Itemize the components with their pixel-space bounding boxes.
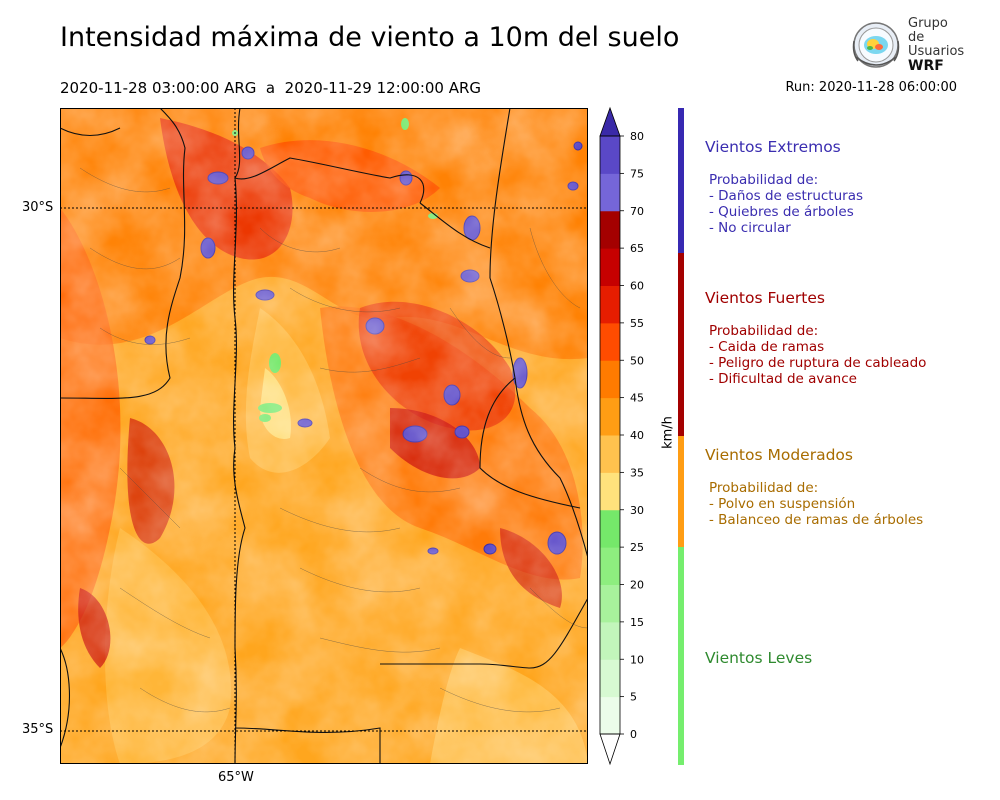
colorbar-bin [600, 360, 620, 399]
legend-line: Probabilidad de: [709, 172, 819, 188]
legend-title-fuertes: Vientos Fuertes [705, 289, 825, 307]
colorbar-bin [600, 248, 620, 286]
colorbar-tick-label: 25 [630, 541, 644, 554]
colorbar-unit: km/h [660, 416, 676, 449]
colorbar-tick-label: 80 [630, 130, 644, 143]
legend-line: - Quiebres de árboles [709, 204, 854, 220]
logo-line-2: Usuarios [908, 44, 965, 59]
legend-line: - Daños de estructuras [709, 188, 864, 204]
colorbar-bin [600, 322, 620, 361]
lat-label-30s: 30°S [22, 200, 54, 215]
colorbar-bin [600, 285, 620, 324]
legend-title-extremos: Vientos Extremos [705, 138, 841, 156]
colorbar: 0 5 10 15 20 25 30 35 40 45 50 55 60 65 70 75 80 [599, 106, 644, 766]
colorbar-bin [600, 659, 620, 698]
colorbar-tick-label: 75 [630, 167, 644, 180]
colorbar-bin [600, 136, 620, 174]
colorbar-tick-label: 55 [630, 317, 644, 330]
legend-bar-fuertes [678, 253, 684, 436]
legend-desc-moderados: Probabilidad de: - Polvo en suspensión -… [709, 480, 923, 528]
colorbar-tick-label: 30 [630, 504, 644, 517]
map-title: Intensidad máxima de viento a 10m del su… [60, 22, 680, 53]
logo-line-1: Grupo de [908, 16, 948, 45]
colorbar-tick-label: 60 [630, 280, 644, 293]
colorbar-bin [600, 584, 620, 623]
wrf-logo: Grupo de Usuarios WRF [848, 17, 968, 73]
legend-line: - Polvo en suspensión [709, 496, 856, 512]
legend-desc-extremos: Probabilidad de: - Daños de estructuras … [709, 172, 863, 236]
globe-icon [852, 22, 900, 68]
legend-desc-fuertes: Probabilidad de: - Caida de ramas - Peli… [709, 323, 926, 387]
colorbar-tick-label: 40 [630, 429, 644, 442]
legend-line: - Peligro de ruptura de cableado [709, 355, 927, 371]
colorbar-bin [600, 435, 620, 473]
legend-line: - Dificultad de avance [709, 371, 857, 387]
lat-label-35s: 35°S [22, 722, 54, 737]
colorbar-bin [600, 621, 620, 660]
colorbar-bin [600, 509, 620, 548]
valid-period: 2020-11-28 03:00:00 ARG a 2020-11-29 12:… [60, 79, 482, 97]
colorbar-tick-label: 50 [630, 354, 644, 367]
colorbar-bin [600, 547, 620, 585]
colorbar-bin [600, 397, 620, 436]
logo-line-3: WRF [908, 58, 944, 74]
legend-bar-leves [678, 547, 684, 765]
colorbar-under-triangle [599, 733, 621, 766]
legend-bar-moderados [678, 436, 684, 547]
colorbar-tick-label: 45 [630, 392, 644, 405]
wind-map [60, 108, 588, 764]
colorbar-tick-label: 5 [630, 691, 637, 704]
legend-line: Probabilidad de: [709, 323, 819, 339]
run-time: Run: 2020-11-28 06:00:00 [785, 80, 957, 95]
legend-line: - No circular [709, 220, 791, 236]
legend-bar-extremos [678, 108, 684, 253]
colorbar-tick-label: 0 [630, 728, 637, 741]
colorbar-bin [600, 173, 620, 212]
legend-line: - Balanceo de ramas de árboles [709, 512, 924, 528]
colorbar-tick-label: 35 [630, 466, 644, 479]
legend-title-moderados: Vientos Moderados [705, 446, 853, 464]
legend-title-leves: Vientos Leves [705, 649, 813, 667]
colorbar-tick-label: 65 [630, 242, 644, 255]
colorbar-bin [600, 696, 620, 735]
colorbar-tick-label: 10 [630, 653, 644, 666]
colorbar-tick-label: 15 [630, 616, 644, 629]
colorbar-bin [600, 210, 620, 249]
colorbar-tick-label: 70 [630, 205, 644, 218]
lon-label-65w: 65°W [218, 770, 254, 785]
colorbar-over-triangle [599, 106, 621, 137]
legend-line: - Caida de ramas [709, 339, 825, 355]
legend-line: Probabilidad de: [709, 480, 819, 496]
colorbar-tick-label: 20 [630, 579, 644, 592]
colorbar-bin [600, 472, 620, 511]
